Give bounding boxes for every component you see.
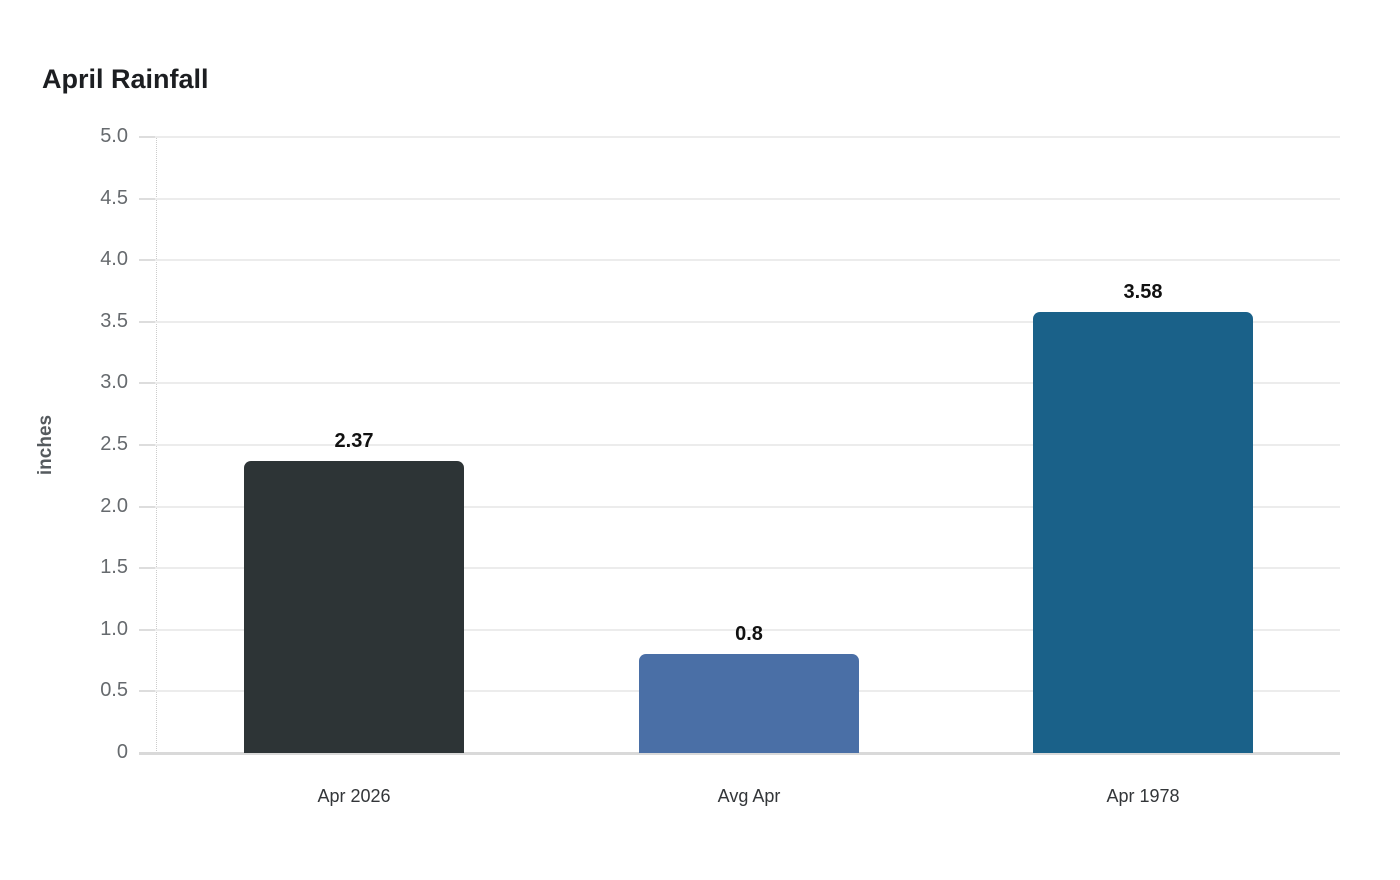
gridline <box>139 382 1340 384</box>
bar-value-label: 3.58 <box>1123 281 1163 303</box>
bar-value-label: 0.8 <box>735 623 763 645</box>
y-tick-label: 1.5 <box>100 556 128 578</box>
y-tick-mark <box>139 690 155 692</box>
y-tick-label: 5.0 <box>100 125 128 147</box>
y-tick-mark <box>139 198 155 200</box>
y-axis-title: inches <box>35 414 56 476</box>
gridline <box>139 321 1340 323</box>
gridline <box>139 136 1340 138</box>
x-axis-baseline <box>139 752 1340 755</box>
x-tick-label: Apr 1978 <box>1106 786 1180 806</box>
gridline <box>139 198 1340 200</box>
bar-apr-2026 <box>244 461 464 753</box>
x-tick-label: Avg Apr <box>717 786 781 806</box>
y-tick-mark <box>139 567 155 569</box>
y-tick-mark <box>139 382 155 384</box>
gridline <box>139 629 1340 631</box>
gridline <box>139 444 1340 446</box>
y-tick-label: 0 <box>116 741 128 763</box>
x-tick-label: Apr 2026 <box>317 786 391 806</box>
y-tick-mark <box>139 506 155 508</box>
y-tick-label: 3.5 <box>100 310 128 332</box>
gridline <box>139 259 1340 261</box>
chart-title: April Rainfall <box>42 64 209 94</box>
y-tick-label: 2.5 <box>100 433 128 455</box>
gridline <box>139 506 1340 508</box>
y-tick-label: 1.0 <box>100 618 128 640</box>
y-tick-label: 4.5 <box>100 187 128 209</box>
y-tick-label: 0.5 <box>100 679 128 701</box>
bar-value-label: 2.37 <box>334 430 374 452</box>
y-tick-label: 4.0 <box>100 248 128 270</box>
y-tick-label: 2.0 <box>100 495 128 517</box>
y-tick-mark <box>139 136 155 138</box>
y-tick-mark <box>139 629 155 631</box>
y-tick-mark <box>139 444 155 446</box>
y-tick-mark <box>139 259 155 261</box>
y-tick-mark <box>139 321 155 323</box>
bar-avg-apr <box>639 654 859 753</box>
gridline <box>139 567 1340 569</box>
bar-apr-1978 <box>1033 312 1253 753</box>
y-tick-label: 3.0 <box>100 371 128 393</box>
